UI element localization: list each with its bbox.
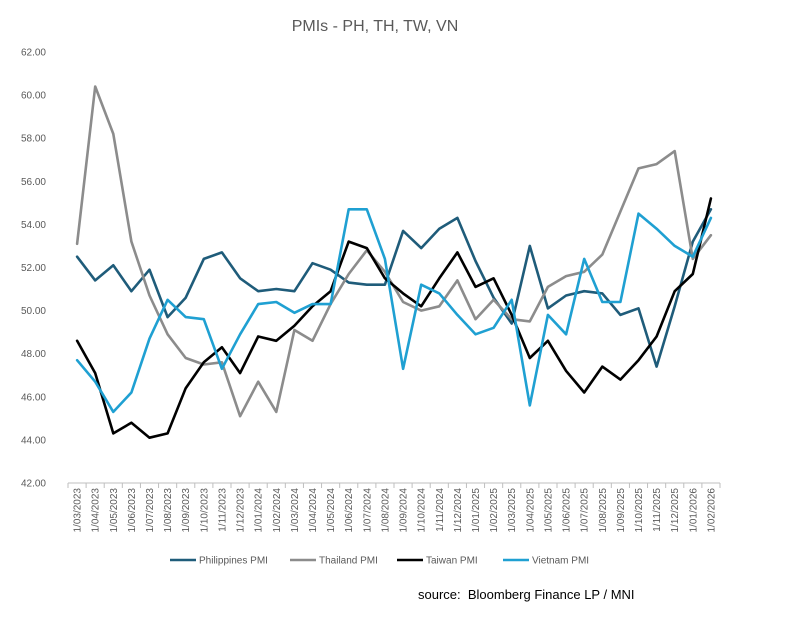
x-tick-label: 1/04/2023 bbox=[91, 488, 102, 533]
x-tick-label: 1/05/2023 bbox=[109, 488, 120, 533]
legend-label: Taiwan PMI bbox=[426, 556, 478, 567]
y-tick-label: 54.00 bbox=[21, 220, 46, 231]
x-tick-label: 1/09/2023 bbox=[181, 488, 192, 533]
y-tick-label: 46.00 bbox=[21, 392, 46, 403]
x-tick-label: 1/09/2025 bbox=[616, 488, 627, 533]
source-note: source: Bloomberg Finance LP / MNI bbox=[418, 587, 635, 602]
x-axis bbox=[67, 482, 721, 488]
series-line-vietnam-pmi bbox=[75, 208, 713, 414]
legend-label: Philippines PMI bbox=[199, 556, 268, 567]
x-tick-label: 1/05/2025 bbox=[543, 488, 554, 533]
x-tick-label: 1/03/2023 bbox=[73, 488, 84, 533]
x-tick-label: 1/04/2025 bbox=[525, 488, 536, 533]
x-tick-label: 1/09/2024 bbox=[399, 488, 410, 533]
y-tick-label: 42.00 bbox=[21, 479, 46, 490]
x-tick-label: 1/06/2023 bbox=[127, 488, 138, 533]
x-tick-label: 1/01/2026 bbox=[688, 488, 699, 533]
y-tick-label: 62.00 bbox=[21, 48, 46, 59]
legend-label: Thailand PMI bbox=[319, 556, 378, 567]
y-axis-ticks: 62.00 60.00 58.00 56.00 54.00 52.00 50.00 48.00… bbox=[21, 48, 46, 490]
y-tick-label: 56.00 bbox=[21, 177, 46, 188]
x-tick-label: 1/11/2024 bbox=[435, 488, 446, 532]
x-tick-label: 1/02/2025 bbox=[489, 488, 500, 533]
x-tick-label: 1/12/2025 bbox=[670, 488, 681, 533]
x-tick-label: 1/04/2024 bbox=[308, 488, 319, 533]
x-tick-label: 1/05/2024 bbox=[326, 488, 337, 533]
x-tick-label: 1/11/2023 bbox=[217, 488, 228, 532]
x-tick-label: 1/08/2025 bbox=[598, 488, 609, 533]
x-tick-label: 1/06/2025 bbox=[562, 488, 573, 533]
x-tick-label: 1/08/2024 bbox=[380, 488, 391, 533]
y-tick-label: 48.00 bbox=[21, 349, 46, 360]
x-tick-label: 1/07/2025 bbox=[580, 488, 591, 533]
series-line-thailand-pmi bbox=[75, 85, 713, 418]
y-tick-label: 52.00 bbox=[21, 263, 46, 274]
y-tick-label: 50.00 bbox=[21, 306, 46, 317]
x-tick-label: 1/12/2024 bbox=[453, 488, 464, 533]
y-tick-label: 44.00 bbox=[21, 435, 46, 446]
x-tick-label: 1/10/2024 bbox=[417, 488, 428, 533]
x-tick-label: 1/08/2023 bbox=[163, 488, 174, 533]
series-lines bbox=[75, 85, 713, 440]
x-tick-label: 1/10/2025 bbox=[634, 488, 645, 533]
x-tick-label: 1/02/2024 bbox=[272, 488, 283, 533]
x-tick-label: 1/01/2024 bbox=[254, 488, 265, 533]
series-line-philippines-pmi bbox=[75, 208, 713, 368]
x-tick-label: 1/07/2024 bbox=[362, 488, 373, 533]
series-line-taiwan-pmi bbox=[75, 197, 713, 440]
legend-label: Vietnam PMI bbox=[532, 556, 589, 567]
x-tick-label: 1/03/2024 bbox=[290, 488, 301, 533]
x-tick-label: 1/11/2025 bbox=[652, 488, 663, 532]
x-tick-label: 1/10/2023 bbox=[199, 488, 210, 533]
x-tick-label: 1/12/2023 bbox=[236, 488, 247, 533]
x-tick-label: 1/01/2025 bbox=[471, 488, 482, 533]
chart-title: PMIs - PH, TH, TW, VN bbox=[292, 18, 459, 35]
y-tick-label: 60.00 bbox=[21, 91, 46, 102]
x-tick-label: 1/02/2026 bbox=[706, 488, 717, 533]
x-tick-label: 1/03/2025 bbox=[507, 488, 518, 533]
x-tick-label: 1/06/2024 bbox=[344, 488, 355, 533]
x-tick-label: 1/07/2023 bbox=[145, 488, 156, 533]
legend: Philippines PMI Thailand PMI Taiwan PMI Vie… bbox=[170, 556, 589, 567]
x-axis-ticks: 1/03/2023 1/04/2023 1/05/2023 1/06/2023 1/07… bbox=[73, 488, 718, 533]
y-tick-label: 58.00 bbox=[21, 134, 46, 145]
